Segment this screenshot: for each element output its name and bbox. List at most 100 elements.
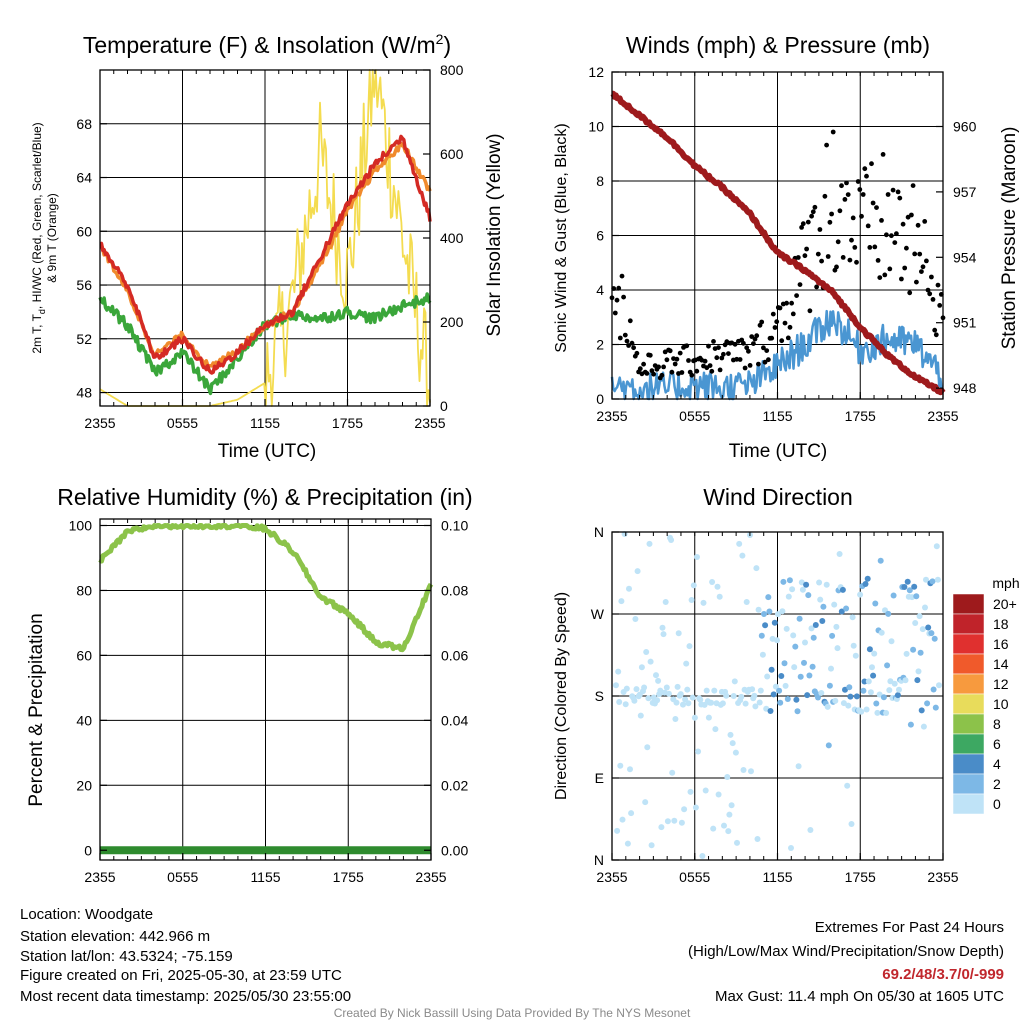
direction-point: [932, 704, 939, 711]
gust-point: [772, 325, 778, 330]
y-tick-label: 20: [76, 777, 92, 793]
gust-point: [797, 282, 803, 287]
direction-point: [659, 624, 666, 631]
direction-point: [778, 673, 785, 679]
direction-point: [772, 683, 779, 690]
direction-point: [702, 787, 709, 794]
direction-point: [618, 598, 625, 605]
legend-label: 12: [993, 676, 1009, 692]
humidity-x-ticks: 2355 0555 1155 1755 2355: [84, 519, 447, 885]
direction-point: [849, 614, 856, 621]
direction-point: [817, 596, 824, 603]
gust-point: [746, 348, 751, 354]
direction-point: [928, 630, 935, 637]
gust-point: [766, 357, 771, 363]
direction-point: [685, 700, 692, 707]
x-tick-label: 1155: [250, 869, 280, 885]
gust-point: [706, 343, 711, 349]
direction-point: [725, 828, 732, 835]
gust-point: [795, 255, 801, 260]
direction-point: [784, 696, 791, 702]
gust-point: [824, 142, 829, 148]
direction-point: [700, 599, 707, 606]
direction-point: [754, 836, 761, 842]
y-tick-label: 10: [588, 119, 604, 135]
y-tick-label: 2: [596, 337, 604, 353]
direction-y-label: Direction (Colored By Speed): [553, 592, 570, 800]
relative-humidity-line: [98, 523, 434, 653]
gust-point: [787, 324, 793, 330]
direction-point: [624, 840, 631, 847]
gust-point: [707, 363, 713, 368]
gust-point: [925, 287, 931, 293]
wind-pressure-title: Winds (mph) & Pressure (mb): [626, 32, 930, 58]
direction-point: [878, 629, 885, 636]
direction-point: [834, 645, 841, 652]
gust-point: [900, 221, 906, 227]
gust-point: [631, 345, 636, 351]
direction-point: [751, 692, 758, 699]
elevation-label: Station elevation: 442.966 m: [20, 928, 211, 945]
direction-point: [715, 791, 722, 798]
direction-point: [655, 677, 662, 684]
direction-point: [721, 822, 727, 829]
y2-tick-label: 800: [440, 62, 464, 78]
wind-x-ticks: 2355 0555 1155 1755 2355: [596, 72, 959, 424]
direction-point: [632, 616, 639, 622]
direction-points: [613, 531, 942, 859]
direction-point: [719, 700, 726, 707]
gust-point: [852, 245, 858, 250]
gust-point: [862, 166, 868, 172]
y-tick-label: N: [594, 852, 604, 868]
direction-point: [731, 678, 738, 685]
direction-point: [816, 579, 823, 586]
gust-point: [764, 348, 770, 353]
gust-point: [747, 363, 753, 368]
gust-point: [651, 371, 656, 377]
gust-point: [877, 275, 883, 280]
direction-point: [838, 608, 845, 615]
direction-y-ticks: N E S W N: [591, 524, 619, 868]
gust-point: [935, 282, 941, 288]
wind-y-label: Sonic Wind & Gust (Blue, Black): [553, 123, 570, 352]
direction-point: [738, 693, 745, 700]
direction-point: [732, 749, 739, 756]
gust-point: [751, 341, 756, 346]
direction-point: [723, 692, 730, 699]
direction-point: [755, 606, 762, 613]
gust-point: [884, 232, 889, 238]
direction-point: [694, 554, 700, 560]
gust-point: [930, 297, 936, 302]
gust-point: [920, 264, 926, 270]
direction-point: [677, 691, 684, 698]
direction-point: [660, 631, 667, 638]
direction-point: [739, 552, 746, 559]
temperature-2m-series: [99, 134, 432, 375]
direction-point: [911, 583, 918, 590]
gust-point: [924, 258, 929, 264]
direction-point: [829, 632, 836, 639]
legend-label: 16: [993, 636, 1009, 652]
direction-point: [920, 723, 927, 730]
insolation-y-ticks: 0 200 400 600 800: [423, 62, 464, 414]
direction-point: [924, 700, 931, 707]
gust-point: [919, 269, 924, 274]
x-tick-label: 0555: [679, 408, 710, 424]
gust-point: [869, 161, 874, 167]
gust-point: [674, 356, 680, 362]
gust-point: [907, 290, 913, 296]
gust-point: [840, 255, 846, 260]
y-tick-label: 12: [588, 64, 604, 80]
gust-point: [672, 361, 678, 367]
direction-point: [633, 686, 640, 693]
gust-point: [629, 340, 635, 346]
gust-point: [737, 357, 743, 362]
direction-point: [726, 811, 733, 818]
legend-swatch: [952, 753, 985, 775]
humidity-y-label: Percent & Precipitation: [26, 613, 47, 806]
direction-point: [708, 699, 715, 706]
direction-point: [617, 762, 624, 769]
gust-point: [800, 221, 806, 227]
direction-point: [786, 577, 793, 584]
